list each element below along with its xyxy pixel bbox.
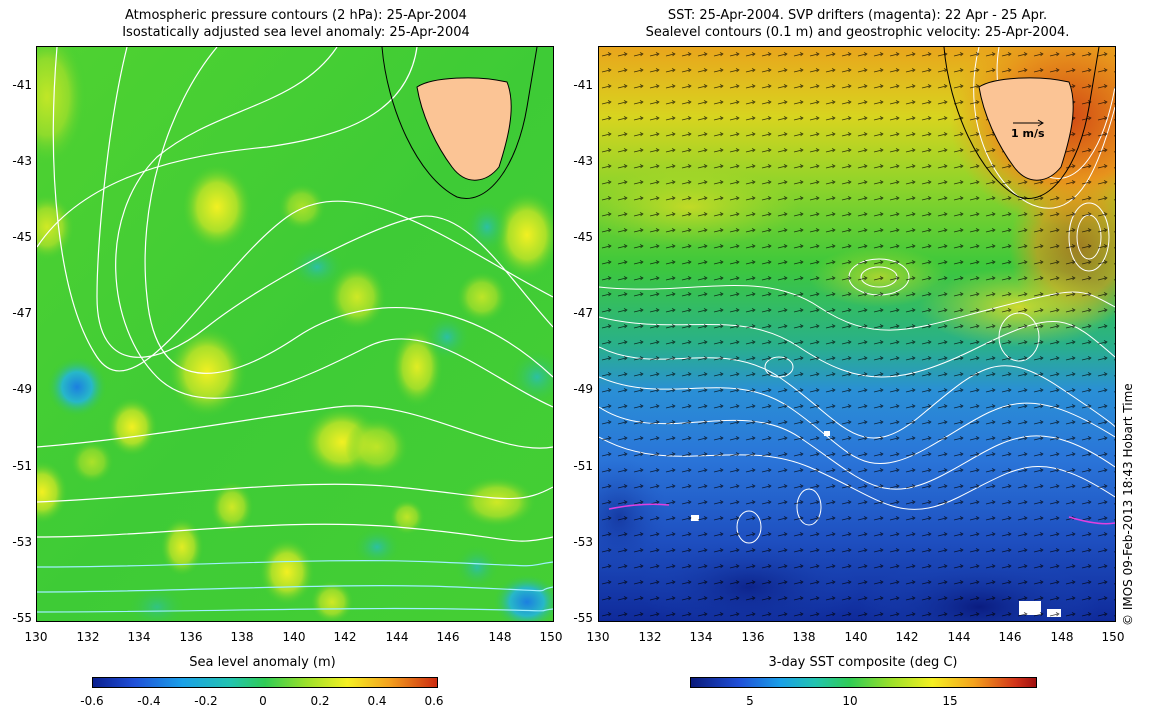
sea-level-anomaly-map[interactable] [36,46,554,622]
colorbar-tick: 15 [942,694,958,708]
pressure-contours [37,47,553,613]
tasmania-landmass [416,77,512,181]
lat-tick: -47 [573,306,593,320]
colorbar-tick: 10 [842,694,858,708]
lon-tick: 142 [333,630,357,644]
left-title: Atmospheric pressure contours (2 hPa): 2… [36,7,556,41]
lon-tick: 146 [998,630,1022,644]
lat-tick: -47 [12,306,32,320]
lat-tick: -55 [12,611,32,625]
left-title-line1: Atmospheric pressure contours (2 hPa): 2… [125,8,467,23]
lon-tick: 130 [586,630,610,644]
lon-tick: 144 [947,630,971,644]
sst-map[interactable]: 1 m/s [598,46,1116,622]
lon-tick: 138 [792,630,816,644]
lat-tick: -41 [12,78,32,92]
lon-tick: 150 [539,630,563,644]
copyright-credit: © IMOS 09-Feb-2013 18:43 Hobart Time [1121,383,1135,626]
lon-tick: 138 [230,630,254,644]
lon-tick: 132 [638,630,662,644]
sst-colorbar [690,677,1037,688]
lat-tick: -45 [12,230,32,244]
colorbar-tick: 5 [746,694,754,708]
sea-level-anomaly-field [37,47,553,621]
right-colorbar-label: 3-day SST composite (deg C) [768,655,958,670]
left-colorbar-label: Sea level anomaly (m) [189,655,336,670]
lat-tick: -53 [12,535,32,549]
lon-tick: 144 [385,630,409,644]
lon-tick: 142 [895,630,919,644]
lon-tick: 136 [179,630,203,644]
svp-drifter-tracks [608,503,1115,525]
lat-tick: -49 [12,382,32,396]
lon-tick: 130 [24,630,48,644]
colorbar-tick: -0.4 [137,694,161,708]
colorbar-tick: 0.6 [424,694,444,708]
left-title-line2: Isostatically adjusted sea level anomaly… [122,25,470,40]
lon-tick: 140 [282,630,306,644]
lat-tick: -55 [573,611,593,625]
colorbar-tick: 0.4 [367,694,387,708]
lon-tick: 134 [127,630,151,644]
colorbar-tick: 0.2 [310,694,330,708]
tasmania-landmass [978,77,1074,181]
lat-tick: -53 [573,535,593,549]
right-title: SST: 25-Apr-2004. SVP drifters (magenta)… [600,7,1115,41]
scale-arrow-icon [1013,119,1044,127]
lat-tick: -51 [12,459,32,473]
shelf-contour [381,47,538,199]
sea-level-colorbar [92,677,438,688]
lon-tick: 136 [741,630,765,644]
lon-tick: 140 [844,630,868,644]
lat-tick: -43 [12,154,32,168]
shelf-contour [943,47,1100,199]
lon-tick: 148 [1050,630,1074,644]
colorbar-tick: -0.2 [194,694,218,708]
lat-tick: -43 [573,154,593,168]
lon-tick: 150 [1101,630,1125,644]
lon-tick: 132 [76,630,100,644]
lon-tick: 134 [689,630,713,644]
right-title-line2: Sealevel contours (0.1 m) and geostrophi… [645,25,1070,40]
right-title-line1: SST: 25-Apr-2004. SVP drifters (magenta)… [667,8,1048,23]
colorbar-tick: 0 [259,694,267,708]
lat-tick: -49 [573,382,593,396]
scale-arrow-label: 1 m/s [1011,127,1045,140]
lat-tick: -41 [573,78,593,92]
lat-tick: -45 [573,230,593,244]
lat-tick: -51 [573,459,593,473]
colorbar-tick: -0.6 [80,694,104,708]
lon-tick: 146 [436,630,460,644]
lon-tick: 148 [488,630,512,644]
sst-field [599,47,1115,621]
